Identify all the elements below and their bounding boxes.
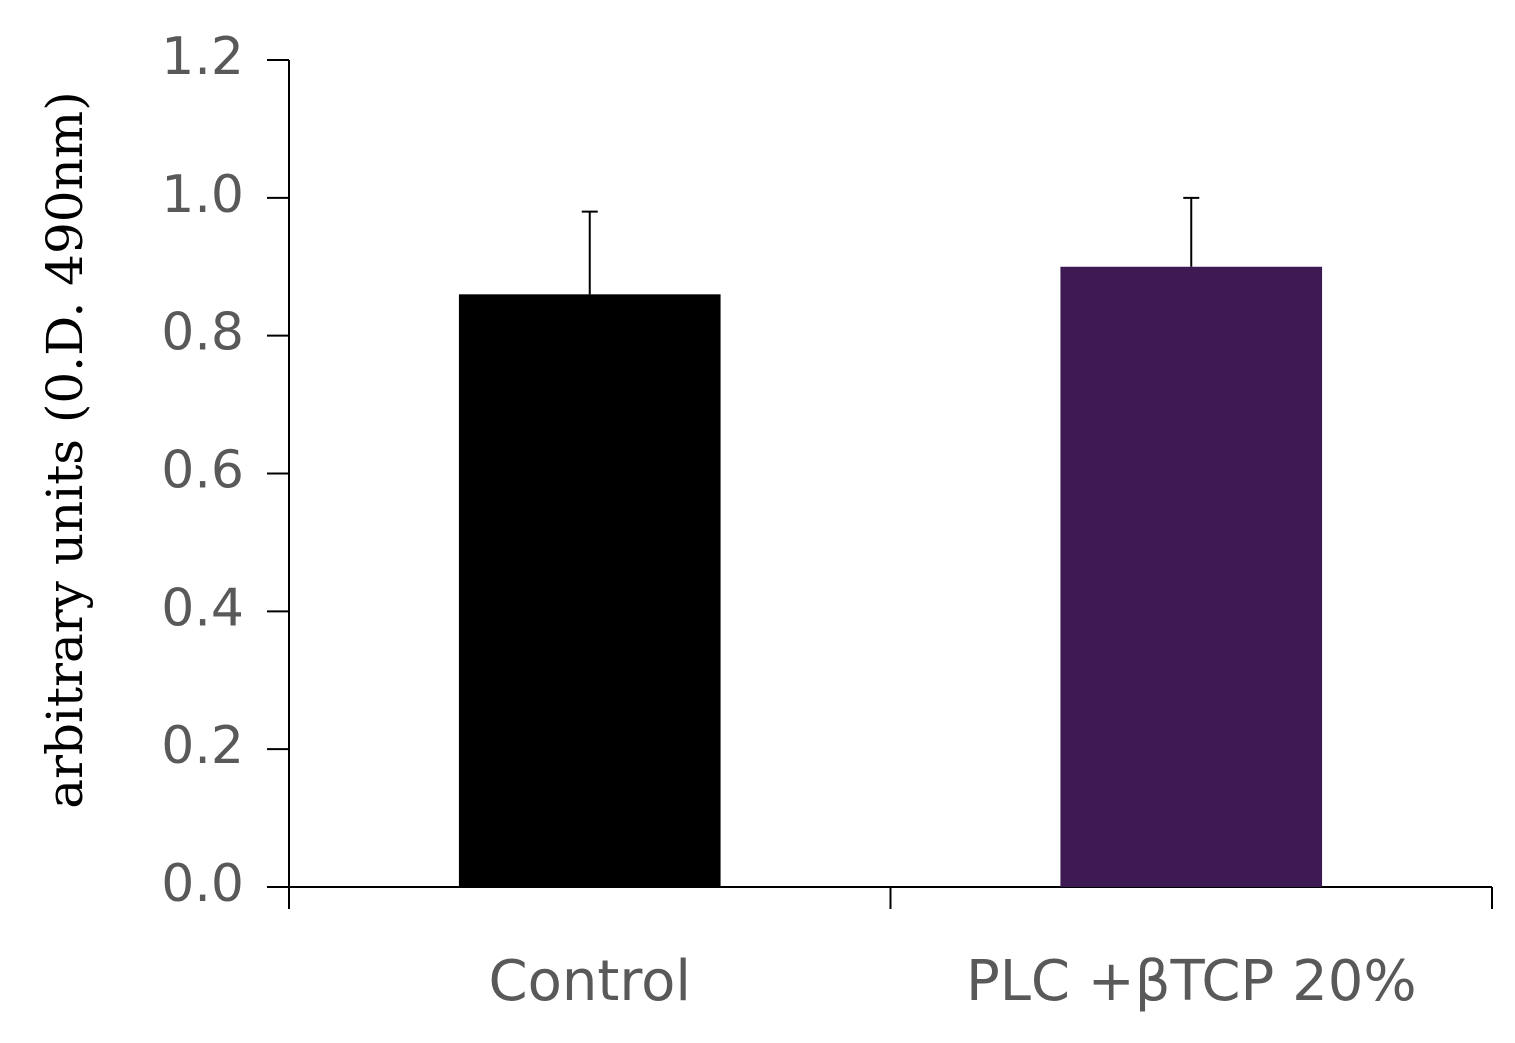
y-tick-label: 0.4 — [161, 578, 244, 638]
y-tick-label: 0.6 — [161, 441, 244, 501]
error-bars — [581, 196, 1200, 295]
y-axis: 0.0 0.2 0.4 0.6 0.8 1.0 1.2 — [161, 27, 290, 914]
bars — [458, 266, 1323, 888]
bar-plc-btcp — [1060, 266, 1323, 887]
x-axis: Control PLC +βTCP 20% — [288, 886, 1493, 1014]
bar-control — [458, 294, 721, 888]
y-tick-label: 1.0 — [161, 165, 244, 225]
y-axis-title: arbitrary units (0.D. 490nm) — [36, 91, 94, 808]
y-tick-label: 0.2 — [161, 716, 244, 776]
y-tick-label: 0.8 — [161, 303, 244, 363]
x-category-label: Control — [489, 949, 691, 1014]
y-tick-label: 0.0 — [161, 854, 244, 914]
y-tick-label: 1.2 — [161, 27, 244, 87]
x-category-label: PLC +βTCP 20% — [966, 949, 1417, 1014]
